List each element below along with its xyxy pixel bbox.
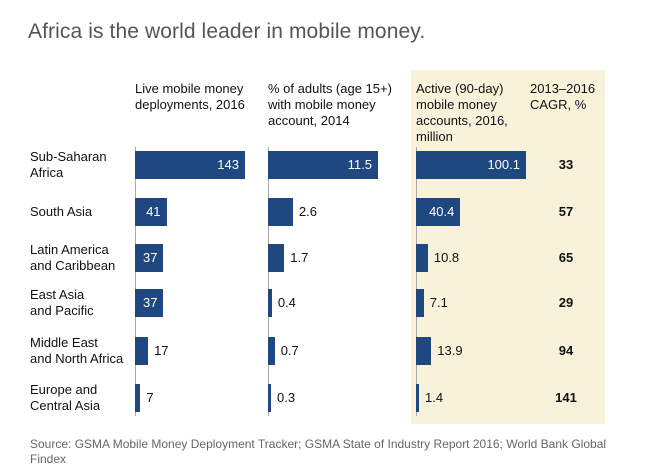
cagr-value: 141 xyxy=(555,390,577,405)
bar xyxy=(416,244,428,272)
data-label: 13.9 xyxy=(437,343,463,358)
row-label: Middle East and North Africa xyxy=(30,335,124,366)
bar xyxy=(268,151,378,179)
bar xyxy=(416,151,526,179)
column-header-cagr: 2013–2016 CAGR, % xyxy=(530,81,596,112)
bar xyxy=(268,244,285,272)
row-label: Sub-Saharan Africa xyxy=(30,149,107,180)
data-label: 37 xyxy=(142,295,158,310)
cagr-value: 65 xyxy=(558,250,574,265)
bar xyxy=(416,384,419,412)
column-header-2: % of adults (age 15+) with mobile money ac… xyxy=(268,81,392,128)
data-label: 11.5 xyxy=(347,157,372,172)
bar xyxy=(135,289,164,317)
data-label: 7 xyxy=(146,390,154,405)
bar xyxy=(268,337,275,365)
column-header-3: Active (90-day) mobile money accounts, 201… xyxy=(416,81,508,144)
row-label: Latin America and Caribbean xyxy=(30,242,116,273)
axis-line-2 xyxy=(268,147,269,416)
data-label: 0.3 xyxy=(277,390,296,405)
row-label: East Asia and Pacific xyxy=(30,287,94,318)
data-label: 41 xyxy=(146,204,161,219)
axis-line-1 xyxy=(135,147,136,416)
data-label: 0.7 xyxy=(280,343,299,358)
data-label: 37 xyxy=(142,250,158,265)
data-label: 1.4 xyxy=(425,390,444,405)
cagr-value: 94 xyxy=(558,343,574,358)
cagr-value: 57 xyxy=(558,204,574,219)
bar xyxy=(268,289,272,317)
column-header-1: Live mobile money deployments, 2016 xyxy=(135,81,245,112)
bar xyxy=(135,198,167,226)
data-label: 143 xyxy=(217,157,239,172)
bar xyxy=(416,289,424,317)
bar xyxy=(416,337,432,365)
data-label: 1.7 xyxy=(290,250,309,265)
cagr-value: 33 xyxy=(558,157,574,172)
source-note: Source: GSMA Mobile Money Deployment Tra… xyxy=(30,437,607,466)
bar xyxy=(135,244,164,272)
data-label: 2.6 xyxy=(298,204,317,219)
bar xyxy=(268,198,293,226)
data-label: 100.1 xyxy=(487,157,520,172)
bar xyxy=(135,337,149,365)
data-label: 17 xyxy=(154,343,169,358)
data-label: 0.4 xyxy=(277,295,296,310)
bar xyxy=(135,384,141,412)
bar xyxy=(135,151,245,179)
axis-line-3 xyxy=(416,147,417,416)
highlight-panel xyxy=(411,70,605,424)
bar xyxy=(268,384,271,412)
data-label: 7.1 xyxy=(429,295,448,310)
row-label: Europe and Central Asia xyxy=(30,382,101,413)
bar xyxy=(416,198,461,226)
data-label: 40.4 xyxy=(429,204,455,219)
cagr-value: 29 xyxy=(558,295,574,310)
row-label: South Asia xyxy=(30,204,93,219)
data-label: 10.8 xyxy=(433,250,460,265)
chart-title: Africa is the world leader in mobile mon… xyxy=(28,20,426,43)
